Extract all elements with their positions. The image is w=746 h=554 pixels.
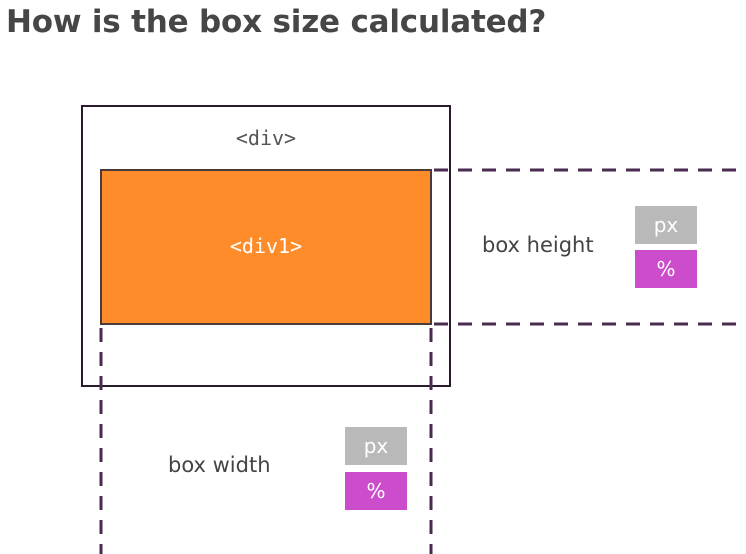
width-unit-px-badge: px — [345, 427, 407, 465]
inner-div-box — [100, 169, 432, 325]
height-unit-percent-badge: % — [635, 250, 697, 288]
outer-div-label: <div> — [235, 126, 297, 150]
box-height-label: box height — [482, 233, 594, 257]
page-title: How is the box size calculated? — [6, 4, 547, 40]
inner-div-label: <div1> — [229, 234, 303, 258]
box-width-label: box width — [168, 453, 271, 477]
height-unit-px-badge: px — [635, 206, 697, 244]
width-unit-percent-badge: % — [345, 472, 407, 510]
